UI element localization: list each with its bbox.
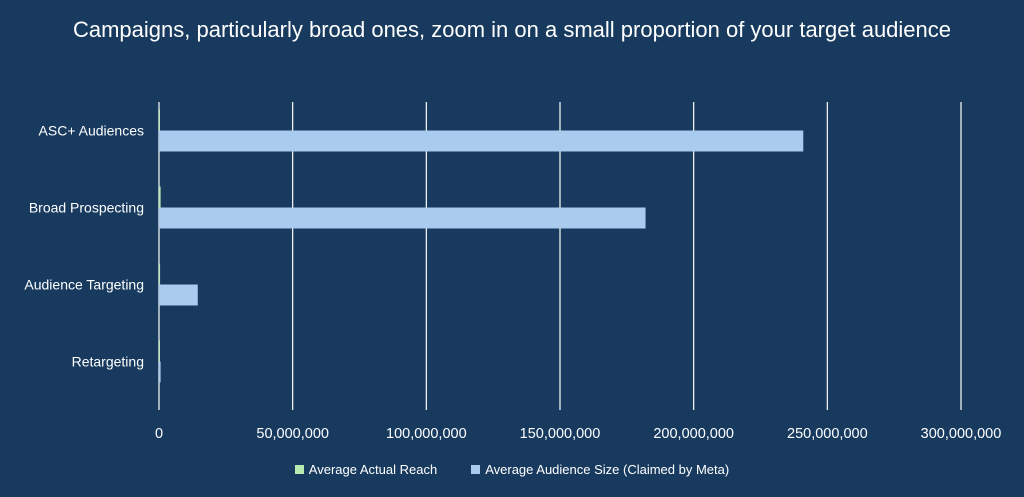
chart-title: Campaigns, particularly broad ones, zoom…	[72, 17, 952, 42]
x-tick-label: 100,000,000	[386, 426, 467, 442]
legend-label-actual-reach: Average Actual Reach	[308, 462, 438, 477]
x-tick-label: 250,000,000	[787, 426, 868, 442]
chart-legend: Average Actual Reach Average Audience Si…	[0, 462, 1024, 477]
y-category-label: Audience Targeting	[24, 277, 144, 293]
legend-label-audience-size: Average Audience Size (Claimed by Meta)	[485, 462, 730, 477]
legend-swatch-audience-size	[471, 465, 481, 474]
x-tick-label: 300,000,000	[921, 426, 1002, 442]
bar-actual-reach	[159, 186, 161, 208]
legend-item-audience-size: Average Audience Size (Claimed by Meta)	[471, 462, 729, 477]
legend-item-actual-reach: Average Actual Reach	[294, 462, 438, 477]
y-category-label: ASC+ Audiences	[39, 123, 144, 139]
bar-actual-reach	[159, 340, 160, 362]
bar-actual-reach	[159, 263, 161, 285]
x-tick-label: 0	[155, 426, 163, 442]
x-tick-label: 200,000,000	[653, 426, 734, 442]
bar-actual-reach	[159, 109, 160, 131]
x-tick-label: 50,000,000	[256, 426, 329, 442]
bar-audience-size	[159, 130, 804, 152]
bar-audience-size	[159, 284, 198, 306]
y-category-label: Broad Prospecting	[29, 200, 144, 216]
y-category-label: Retargeting	[72, 354, 144, 370]
x-tick-label: 150,000,000	[520, 426, 601, 442]
legend-swatch-actual-reach	[294, 465, 304, 474]
bar-audience-size	[159, 207, 646, 229]
bar-audience-size	[159, 361, 161, 383]
